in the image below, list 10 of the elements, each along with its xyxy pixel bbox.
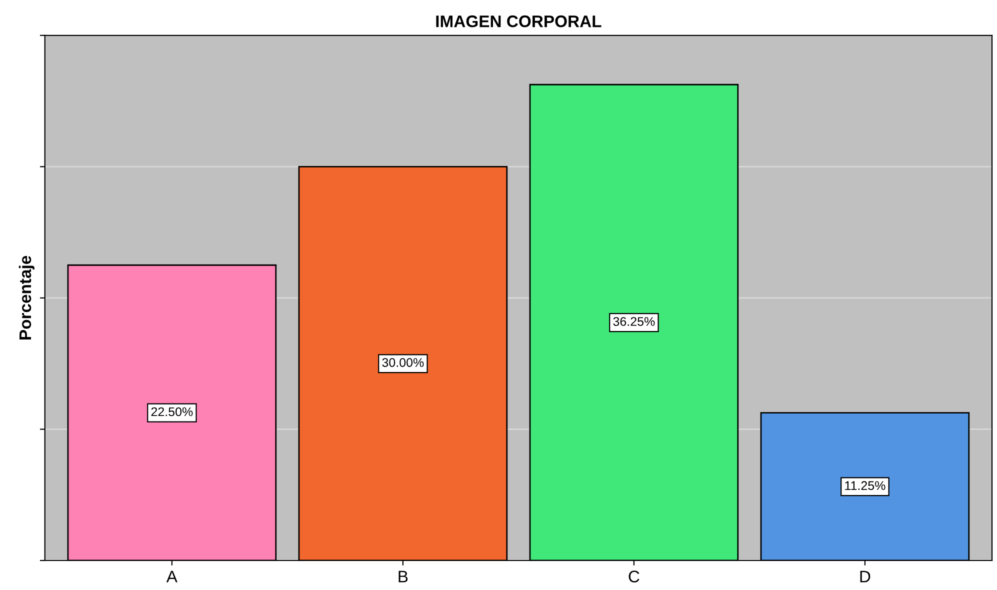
data-label: 30.00% — [382, 358, 424, 367]
data-label: 11.25% — [845, 481, 886, 490]
data-label: 36.25% — [613, 317, 655, 326]
y-axis-title: Porcentaje — [18, 256, 34, 340]
x-tick-label: A — [166, 570, 178, 582]
data-label: 22.50% — [151, 407, 193, 416]
x-tick-label: B — [398, 570, 408, 582]
chart-title: IMAGEN CORPORAL — [436, 15, 602, 28]
x-tick-label: D — [860, 570, 870, 582]
x-tick-label: C — [628, 570, 640, 582]
